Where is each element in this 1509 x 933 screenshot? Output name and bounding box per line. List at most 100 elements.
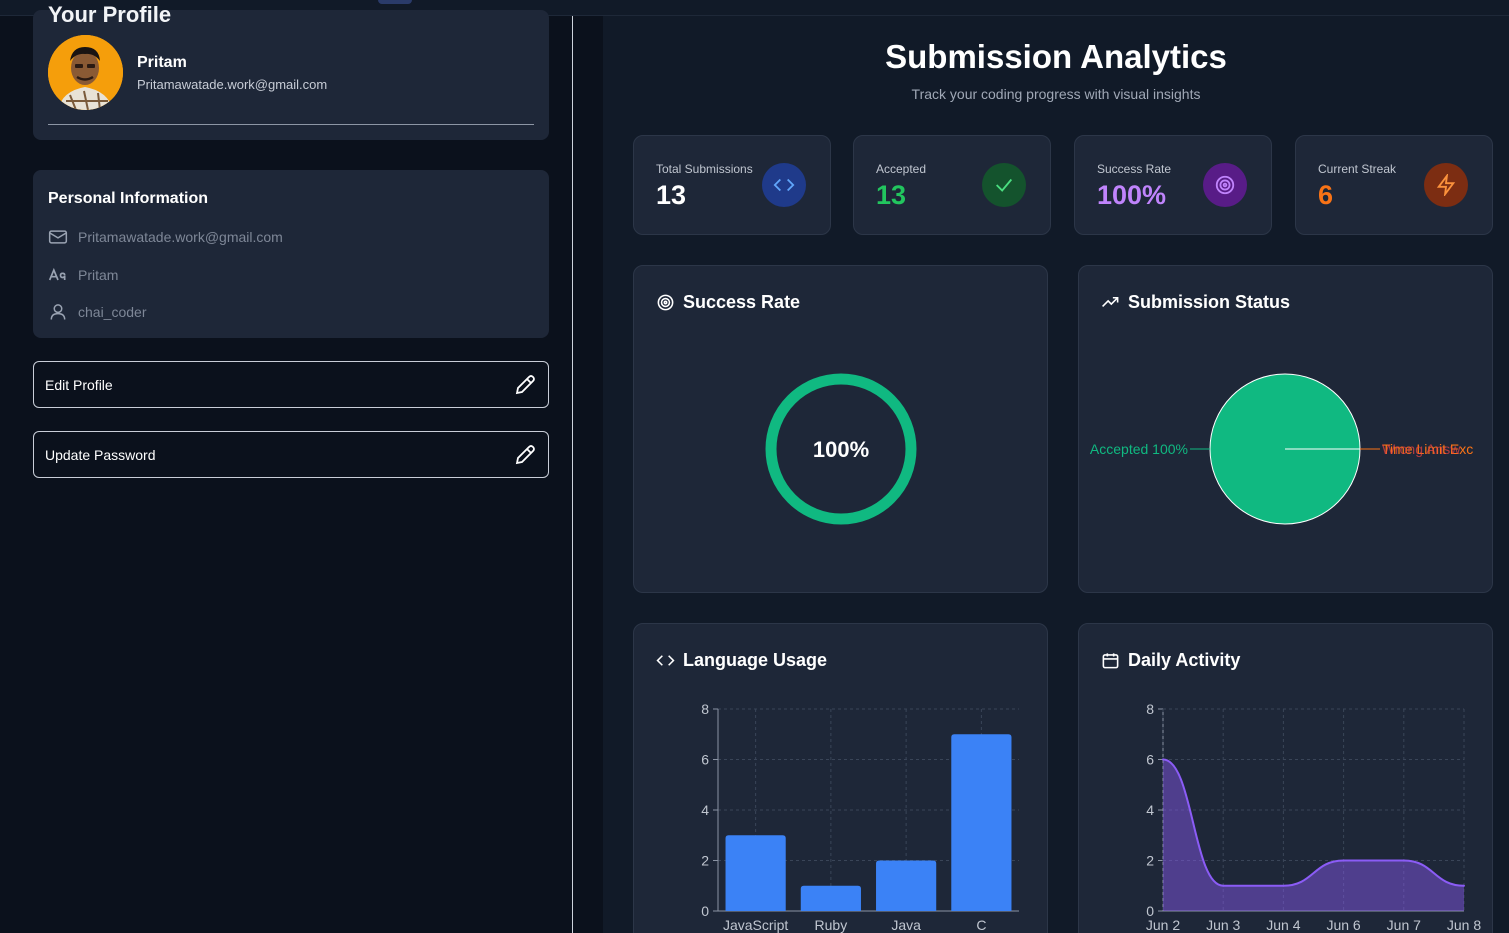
edit-profile-button[interactable]: Edit Profile bbox=[33, 361, 549, 408]
x-tick-label: Jun 8 bbox=[1447, 917, 1481, 933]
x-tick-label: Jun 2 bbox=[1146, 917, 1180, 933]
area-point-jun-3[interactable] bbox=[1222, 884, 1225, 887]
x-tick-label: Jun 7 bbox=[1387, 917, 1421, 933]
bar-c[interactable] bbox=[951, 734, 1012, 911]
y-tick-label: 6 bbox=[1146, 752, 1154, 768]
stat-icon-badge bbox=[982, 163, 1026, 207]
y-tick-label: 4 bbox=[701, 802, 709, 818]
y-tick-label: 0 bbox=[1146, 903, 1154, 919]
x-tick-label: Java bbox=[891, 917, 921, 933]
area-point-jun-2[interactable] bbox=[1162, 758, 1164, 761]
y-tick-label: 8 bbox=[1146, 701, 1154, 717]
submission-status-title-text: Submission Status bbox=[1128, 292, 1291, 312]
info-email: Pritamawatade.work@gmail.com bbox=[78, 229, 283, 245]
x-tick-label: Jun 3 bbox=[1206, 917, 1240, 933]
pie-label-wrong-answer: Wrong Answ bbox=[1382, 441, 1461, 457]
area-point-jun-7[interactable] bbox=[1402, 859, 1405, 862]
stat-card-total-submissions: Total Submissions 13 bbox=[633, 135, 831, 235]
submission-status-panel: Submission Status Accepted 100% Time Limi… bbox=[1078, 265, 1493, 593]
info-row-name: Pritam bbox=[48, 265, 118, 285]
profile-sidebar: Your Profile Pritam Pritamawatade.work@g… bbox=[0, 4, 572, 933]
update-password-label: Update Password bbox=[45, 446, 156, 463]
language-usage-title-text: Language Usage bbox=[683, 650, 828, 670]
stat-value: 13 bbox=[876, 180, 907, 210]
user-icon bbox=[50, 304, 66, 320]
stat-value: 100% bbox=[1097, 180, 1167, 210]
avatar-image bbox=[48, 35, 123, 110]
code-icon bbox=[773, 178, 795, 192]
profile-name: Pritam bbox=[137, 54, 187, 71]
analytics-area: Submission Analytics Track your coding p… bbox=[603, 16, 1509, 933]
language-usage-chart: 0 2 4 6 8 JavaScript Ruby Java C bbox=[701, 701, 1019, 933]
profile-section-title: Your Profile bbox=[48, 2, 172, 27]
stat-card-current-streak: Current Streak 6 bbox=[1295, 135, 1493, 235]
nav-indicator bbox=[378, 0, 412, 4]
avatar[interactable] bbox=[48, 35, 123, 110]
area-point-jun-6[interactable] bbox=[1342, 859, 1345, 862]
success-rate-ring: 100% bbox=[765, 373, 917, 525]
success-rate-panel: Success Rate 100% bbox=[633, 265, 1048, 593]
area-fill bbox=[1163, 759, 1464, 911]
language-usage-panel: Language Usage 0 2 4 6 8 JavaScript Ruby Java C bbox=[633, 623, 1048, 933]
stat-label: Accepted bbox=[876, 162, 927, 176]
language-usage-title: Language Usage bbox=[656, 650, 827, 671]
target-icon bbox=[1215, 175, 1235, 195]
info-row-username: chai_coder bbox=[48, 302, 147, 322]
info-username: chai_coder bbox=[78, 304, 147, 320]
x-tick-label: C bbox=[976, 917, 986, 933]
profile-email: Pritamawatade.work@gmail.com bbox=[137, 77, 328, 92]
stat-card-accepted: Accepted 13 bbox=[853, 135, 1051, 235]
success-rate-title-text: Success Rate bbox=[683, 292, 801, 312]
stat-icon-badge bbox=[1203, 163, 1247, 207]
mail-icon bbox=[48, 230, 68, 244]
personal-information-title: Personal Information bbox=[48, 190, 209, 207]
pencil-icon bbox=[515, 374, 535, 394]
ring-track bbox=[765, 373, 917, 525]
check-icon bbox=[996, 178, 1013, 192]
update-password-button[interactable]: Update Password bbox=[33, 431, 549, 478]
stat-value: 13 bbox=[656, 180, 687, 210]
y-tick-label: 0 bbox=[701, 903, 709, 919]
x-tick-label: Ruby bbox=[815, 917, 848, 933]
submission-status-title: Submission Status bbox=[1101, 292, 1290, 313]
y-tick-label: 8 bbox=[701, 701, 709, 717]
target-icon bbox=[657, 294, 674, 311]
pencil-icon bbox=[515, 444, 535, 464]
stat-label: Current Streak bbox=[1318, 162, 1397, 176]
calendar-icon bbox=[1102, 653, 1119, 669]
bar-ruby[interactable] bbox=[800, 885, 861, 911]
trending-up-icon bbox=[1102, 296, 1119, 308]
daily-activity-chart: 0 2 4 6 8 Jun 2 Jun 3 Jun 4 Jun 6 Jun 7 Jun 8 bbox=[1146, 701, 1481, 933]
edit-profile-label: Edit Profile bbox=[45, 376, 113, 393]
zap-icon bbox=[1436, 174, 1456, 196]
bar-javascript[interactable] bbox=[725, 835, 786, 911]
area-point-jun-4[interactable] bbox=[1282, 884, 1285, 887]
x-tick-label: Jun 6 bbox=[1326, 917, 1360, 933]
daily-activity-panel: Daily Activity 0 2 4 6 8 Jun 2 Jun 3 Jun 4 Jun 6… bbox=[1078, 623, 1493, 933]
stat-label: Total Submissions bbox=[656, 162, 753, 176]
y-tick-label: 4 bbox=[1146, 802, 1154, 818]
area-line[interactable] bbox=[1162, 758, 1465, 887]
x-tick-label: JavaScript bbox=[723, 917, 788, 933]
divider bbox=[48, 124, 534, 125]
pie-label-time-limit: Time Limit Exc bbox=[1382, 441, 1473, 457]
info-row-email: Pritamawatade.work@gmail.com bbox=[48, 227, 283, 247]
y-tick-label: 6 bbox=[701, 752, 709, 768]
info-name: Pritam bbox=[78, 267, 119, 283]
stat-card-success-rate: Success Rate 100% bbox=[1074, 135, 1272, 235]
text-aa-icon bbox=[48, 267, 66, 281]
stat-value: 6 bbox=[1318, 180, 1334, 210]
daily-activity-title: Daily Activity bbox=[1101, 650, 1240, 671]
page-title: Submission Analytics bbox=[885, 38, 1227, 75]
profile-card: Your Profile Pritam Pritamawatade.work@g… bbox=[33, 4, 549, 140]
personal-information-card: Personal Information Pritamawatade.work@… bbox=[33, 170, 549, 338]
bar-java[interactable] bbox=[876, 860, 937, 912]
stat-label: Success Rate bbox=[1097, 162, 1172, 176]
vertical-divider bbox=[572, 16, 573, 933]
pie-label-accepted: Accepted 100% bbox=[1090, 441, 1188, 457]
stat-icon-badge bbox=[1424, 163, 1468, 207]
area-point-jun-8[interactable] bbox=[1463, 884, 1465, 887]
ring-value-label: 100% bbox=[813, 437, 869, 462]
success-rate-title: Success Rate bbox=[656, 292, 800, 313]
